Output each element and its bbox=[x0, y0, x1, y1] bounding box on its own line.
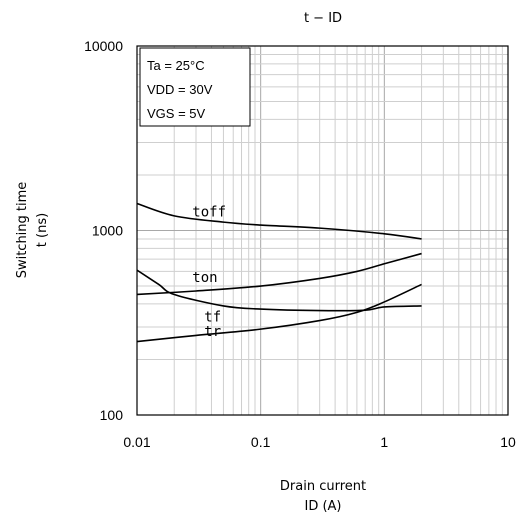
y-tick-label: 10000 bbox=[84, 38, 123, 54]
x-tick-label: 0.1 bbox=[251, 434, 271, 450]
series-label-tr: tr bbox=[204, 324, 221, 340]
condition-vdd: VDD = 30V bbox=[147, 82, 213, 97]
y-tick-label: 100 bbox=[100, 407, 124, 423]
series-line-toff bbox=[136, 202, 422, 240]
series-line-tr bbox=[136, 283, 422, 343]
conditions-box: Ta = 25°C VDD = 30V VGS = 5V bbox=[139, 47, 251, 127]
y-axis-label-line1: Switching time bbox=[15, 182, 30, 279]
x-tick-label: 1 bbox=[380, 434, 388, 450]
condition-temperature: Ta = 25°C bbox=[147, 58, 205, 73]
series-label-toff: toff bbox=[192, 205, 226, 221]
x-axis-label-line2: ID (A) bbox=[304, 499, 341, 514]
tick-labels: 0.01 0.1 1 10 100 1000 10000 bbox=[84, 38, 516, 450]
x-tick-label: 10 bbox=[500, 434, 516, 450]
y-axis-label-line2: t (ns) bbox=[35, 213, 50, 247]
y-tick-label: 1000 bbox=[92, 223, 123, 239]
x-tick-label: 0.01 bbox=[123, 434, 150, 450]
condition-vgs: VGS = 5V bbox=[147, 106, 205, 121]
x-axis-label-line1: Drain current bbox=[280, 479, 366, 494]
series-label-ton: ton bbox=[192, 270, 217, 286]
series-line-ton bbox=[136, 252, 422, 296]
series-line-tf bbox=[136, 269, 422, 312]
series-label-tf: tf bbox=[204, 309, 221, 325]
chart-title: t − ID bbox=[304, 11, 342, 26]
plot-frame bbox=[136, 45, 509, 416]
